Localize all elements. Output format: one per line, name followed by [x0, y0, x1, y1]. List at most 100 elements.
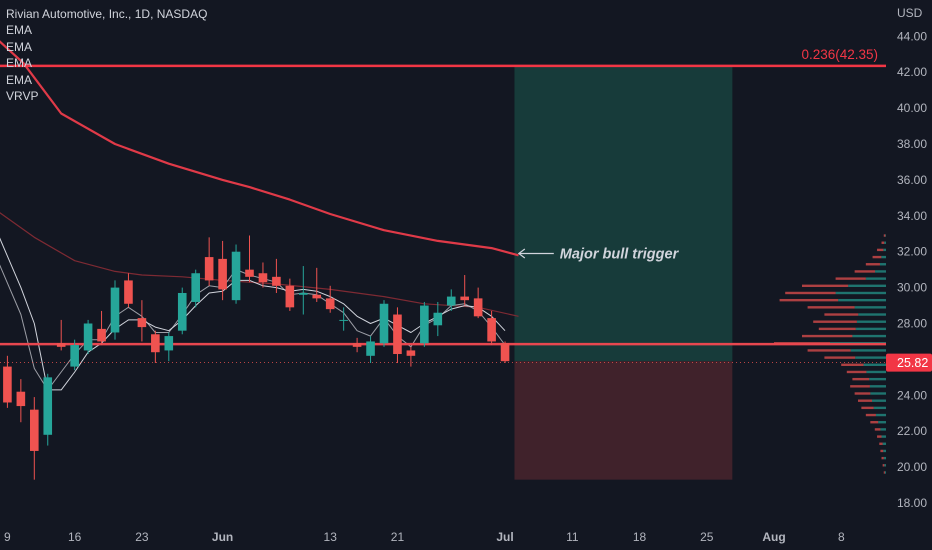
- volume-profile-bar-up: [884, 471, 886, 474]
- candle-body: [16, 391, 26, 407]
- price-tick-label: 22.00: [897, 424, 927, 438]
- price-tick-label: 36.00: [897, 173, 927, 187]
- volume-profile-bar-down: [841, 363, 864, 366]
- last-price-label: 25.82: [897, 356, 928, 370]
- ema-long-line: [0, 40, 519, 257]
- annotation[interactable]: Major bull trigger: [517, 246, 680, 262]
- indicator-vrvp[interactable]: VRVP: [6, 89, 39, 104]
- price-tick-label: 18.00: [897, 496, 927, 510]
- volume-profile-bar-up: [869, 385, 886, 388]
- stop-zone[interactable]: [514, 361, 733, 480]
- volume-profile-bar-down: [881, 241, 885, 244]
- volume-profile-bar-down: [779, 298, 839, 302]
- candle-body: [231, 251, 241, 301]
- currency-label[interactable]: USD: [897, 6, 923, 20]
- price-levels[interactable]: 0.236(42.35): [0, 47, 886, 364]
- volume-profile-bar-down: [881, 456, 884, 460]
- volume-profile-bar-up: [850, 349, 886, 352]
- indicator-ema-2[interactable]: EMA: [6, 39, 33, 54]
- fib-level-label: 0.236(42.35): [801, 47, 878, 62]
- price-tick-label: 24.00: [897, 388, 927, 402]
- time-tick-label: 8: [838, 530, 845, 544]
- time-tick-label: 11: [566, 530, 579, 544]
- volume-profile-bar-down: [785, 291, 836, 295]
- volume-profile-bar-down: [824, 313, 859, 316]
- candle-body: [245, 269, 254, 277]
- time-tick-label: Jul: [496, 530, 513, 544]
- time-tick-label: 21: [391, 530, 405, 544]
- volume-profile: [774, 234, 886, 474]
- long-position-zones[interactable]: [514, 65, 733, 480]
- volume-profile-bar-up: [882, 442, 886, 445]
- volume-profile-bar-down: [813, 320, 857, 323]
- candle-body: [433, 312, 443, 326]
- time-tick-label: 13: [324, 530, 338, 544]
- time-tick-label: Aug: [762, 530, 785, 544]
- volume-profile-bar-up: [880, 428, 886, 431]
- price-tick-label: 42.00: [897, 65, 927, 79]
- volume-profile-bar-down: [835, 277, 866, 280]
- candle-body: [83, 323, 93, 351]
- candle-body: [30, 409, 39, 451]
- candle-body: [366, 341, 375, 356]
- price-tick-label: 38.00: [897, 137, 927, 151]
- candle-body: [110, 287, 120, 333]
- volume-profile-bar-down: [802, 284, 849, 288]
- volume-profile-bar-down: [852, 377, 870, 381]
- volume-profile-bar-up: [883, 456, 886, 460]
- volume-profile-bar-up: [863, 363, 886, 366]
- candlesticks: [3, 235, 510, 480]
- candle-body: [352, 343, 362, 347]
- last-price-badge[interactable]: [886, 353, 932, 372]
- annotation-text[interactable]: Major bull trigger: [560, 246, 680, 262]
- candle-body: [420, 305, 429, 344]
- candle-body: [124, 280, 133, 304]
- volume-profile-bar-down: [818, 327, 856, 331]
- volume-profile-bar-up: [873, 406, 886, 410]
- volume-profile-bar-down: [877, 435, 882, 438]
- price-tick-label: 32.00: [897, 245, 927, 259]
- volume-profile-bar-down: [880, 449, 884, 453]
- profit-zone[interactable]: [514, 65, 733, 362]
- price-tick-label: 44.00: [897, 29, 927, 43]
- volume-profile-bar-down: [882, 464, 885, 467]
- ema-mid-line: [0, 212, 519, 317]
- volume-profile-bar-up: [835, 291, 886, 295]
- candle-body: [56, 343, 66, 347]
- price-tick-label: 34.00: [897, 209, 927, 223]
- symbol-title[interactable]: Rivian Automotive, Inc., 1D, NASDAQ: [6, 7, 208, 21]
- candle-body: [473, 298, 483, 317]
- volume-profile-bar-up: [872, 399, 886, 402]
- candle-body: [500, 343, 510, 362]
- indicator-ema-1[interactable]: EMA: [6, 23, 33, 38]
- volume-profile-bar-down: [879, 442, 883, 445]
- time-axis[interactable]: 9 16 23 Jun 13 21 Jul 11 18 25 Aug 8: [4, 530, 845, 544]
- volume-profile-bar-up: [883, 248, 886, 252]
- candle-body: [151, 334, 160, 353]
- candle-body: [137, 318, 147, 328]
- volume-profile-bar-up: [881, 255, 886, 259]
- volume-profile-bar-up: [865, 277, 886, 280]
- candle-body: [3, 366, 12, 403]
- volume-profile-bar-up: [879, 263, 886, 266]
- volume-profile-bar-down: [872, 255, 882, 259]
- chart-legend: Rivian Automotive, Inc., 1D, NASDAQ EMA …: [6, 6, 207, 104]
- candle-body: [191, 273, 200, 302]
- candle-body: [339, 319, 348, 321]
- candle-body: [70, 345, 79, 367]
- volume-profile-bar-up: [848, 284, 886, 288]
- volume-profile-bar-down: [807, 306, 855, 309]
- volume-profile-bar-up: [875, 413, 886, 417]
- indicator-ema-4[interactable]: EMA: [6, 72, 33, 87]
- indicator-ema-3[interactable]: EMA: [6, 56, 33, 71]
- time-tick-label: 25: [700, 530, 714, 544]
- candle-body: [177, 292, 187, 331]
- candle-body: [446, 296, 456, 306]
- volume-profile-bar-down: [846, 370, 867, 374]
- candle-body: [460, 296, 469, 301]
- volume-profile-bar-down: [858, 399, 872, 402]
- volume-profile-bar-up: [838, 298, 886, 302]
- price-axis[interactable]: USD 44.00 42.00 40.00 38.00 36.00 34.00 32.00 30…: [886, 6, 932, 510]
- volume-profile-bar-up: [854, 306, 886, 309]
